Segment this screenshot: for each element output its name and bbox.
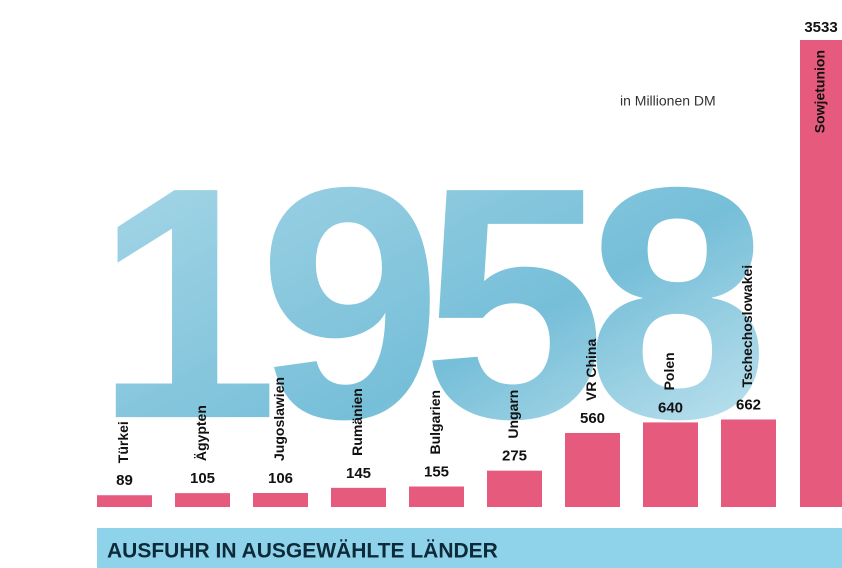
bar [565, 433, 620, 507]
value-label: 560 [580, 410, 605, 427]
category-label: Rumänien [349, 388, 365, 456]
category-label: VR China [583, 339, 599, 401]
category-label: Sowjetunion [812, 50, 828, 133]
category-label: Ägypten [193, 405, 209, 461]
bar [253, 493, 308, 507]
value-label: 275 [502, 448, 527, 465]
chart: 1958 in Millionen DM AUSFUHR IN AUSGEWÄH… [0, 0, 842, 568]
value-label: 89 [116, 472, 133, 489]
chart-title: AUSFUHR IN AUSGEWÄHLTE LÄNDER [107, 540, 498, 563]
chart-subtitle: in Millionen DM [620, 93, 716, 109]
value-label: 105 [190, 470, 215, 487]
bar [175, 493, 230, 507]
bar [97, 495, 152, 507]
bar [409, 487, 464, 507]
bar [721, 419, 776, 507]
bar [643, 422, 698, 507]
category-label: Tschechoslowakei [739, 265, 755, 388]
value-label: 106 [268, 470, 293, 487]
page: 1958 in Millionen DM AUSFUHR IN AUSGEWÄH… [0, 0, 842, 568]
bar [487, 471, 542, 507]
value-label: 662 [736, 396, 761, 413]
category-label: Jugoslawien [271, 377, 287, 461]
category-label: Ungarn [505, 390, 521, 439]
value-label: 640 [658, 399, 683, 416]
value-label: 155 [424, 463, 449, 480]
category-label: Türkei [115, 421, 131, 463]
value-label: 3533 [804, 19, 837, 36]
category-label: Polen [661, 352, 677, 390]
value-label: 145 [346, 465, 371, 482]
category-label: Bulgarien [427, 390, 443, 455]
bar [331, 488, 386, 507]
